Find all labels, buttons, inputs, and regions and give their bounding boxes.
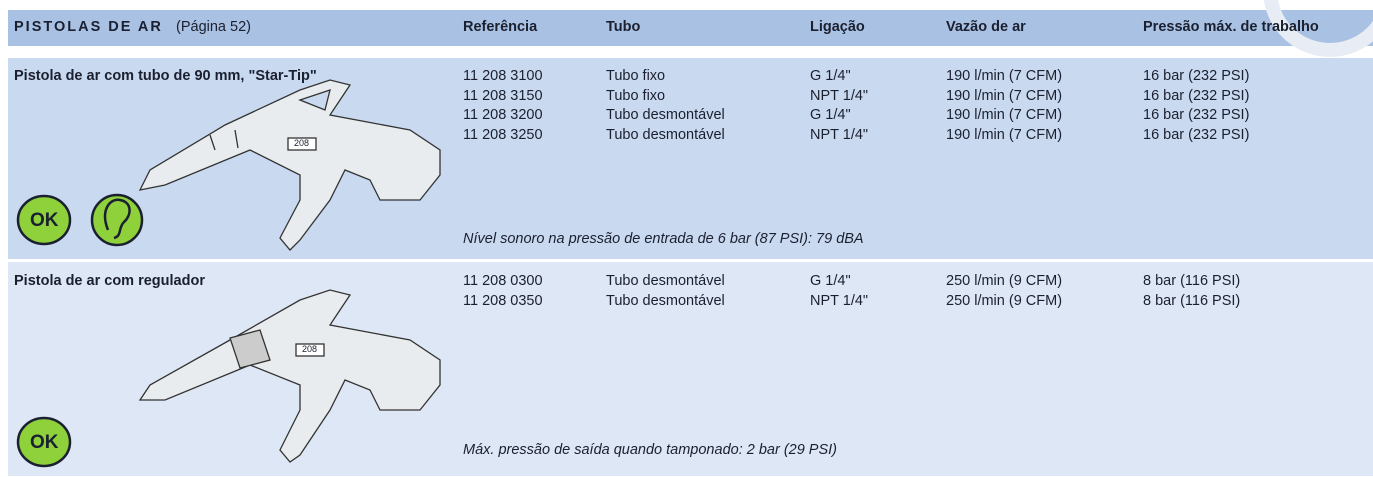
column-header: Pressão máx. de trabalho (1143, 19, 1319, 35)
note: Nível sonoro na pressão de entrada de 6 … (463, 231, 864, 247)
cell: NPT 1/4" (810, 87, 869, 104)
gun-label: 208 (294, 138, 310, 148)
cell: Tubo desmontável (606, 107, 725, 123)
cell: 250 l/min (9 CFM) (946, 273, 1063, 289)
column-header: Vazão de ar (946, 19, 1026, 35)
cell: 190 l/min (7 CFM) (946, 87, 1063, 104)
section-bg (8, 58, 1373, 259)
cell: 16 bar (232 PSI) (1143, 126, 1250, 143)
cell: 250 l/min (9 CFM) (946, 292, 1063, 309)
cell: NPT 1/4" (810, 292, 869, 309)
cell: 190 l/min (7 CFM) (946, 107, 1063, 123)
gun-illustration (138, 289, 441, 463)
cell: Tubo fixo (606, 87, 666, 104)
cell: Tubo desmontável (606, 292, 725, 309)
cell: 16 bar (232 PSI) (1143, 107, 1250, 123)
cell: NPT 1/4" (810, 126, 869, 143)
decoration (1263, 0, 1373, 57)
ok-text: OK (30, 432, 59, 453)
cell: 11 208 0300 (463, 273, 543, 289)
cell: 11 208 3200 (463, 107, 543, 123)
cell: 11 208 3150 (463, 87, 543, 104)
cell: 16 bar (232 PSI) (1143, 87, 1250, 104)
gun-illustration (138, 79, 441, 251)
cell: Tubo fixo (606, 68, 666, 84)
cell: 8 bar (116 PSI) (1143, 292, 1241, 309)
cell: G 1/4" (810, 107, 851, 123)
column-header: Referência (463, 19, 538, 35)
cell: 16 bar (232 PSI) (1143, 68, 1250, 84)
section-title: Pistola de ar com regulador (14, 273, 205, 289)
cell: 11 208 3100 (463, 68, 543, 84)
cell: G 1/4" (810, 68, 851, 84)
cell: 11 208 0350 (463, 292, 543, 309)
note: Máx. pressão de saída quando tamponado: … (463, 442, 838, 458)
cell: 190 l/min (7 CFM) (946, 126, 1063, 143)
ok-text: OK (30, 210, 59, 231)
header-bar (8, 10, 1373, 46)
cell: Tubo desmontável (606, 273, 725, 289)
cell: G 1/4" (810, 273, 851, 289)
ok-badge (16, 416, 72, 468)
header-title: PISTOLAS DE AR (14, 19, 163, 35)
section-title: Pistola de ar com tubo de 90 mm, "Star-T… (14, 68, 317, 84)
column-header: Tubo (606, 19, 641, 35)
ok-badge (16, 194, 72, 246)
cell: Tubo desmontável (606, 126, 725, 143)
gun-label: 208 (302, 344, 318, 354)
page-ref: (Página 52) (176, 19, 251, 35)
ear-icon (90, 193, 144, 247)
cell: 190 l/min (7 CFM) (946, 68, 1063, 84)
cell: 8 bar (116 PSI) (1143, 273, 1241, 289)
cell: 11 208 3250 (463, 126, 543, 143)
column-header: Ligação (810, 19, 865, 35)
